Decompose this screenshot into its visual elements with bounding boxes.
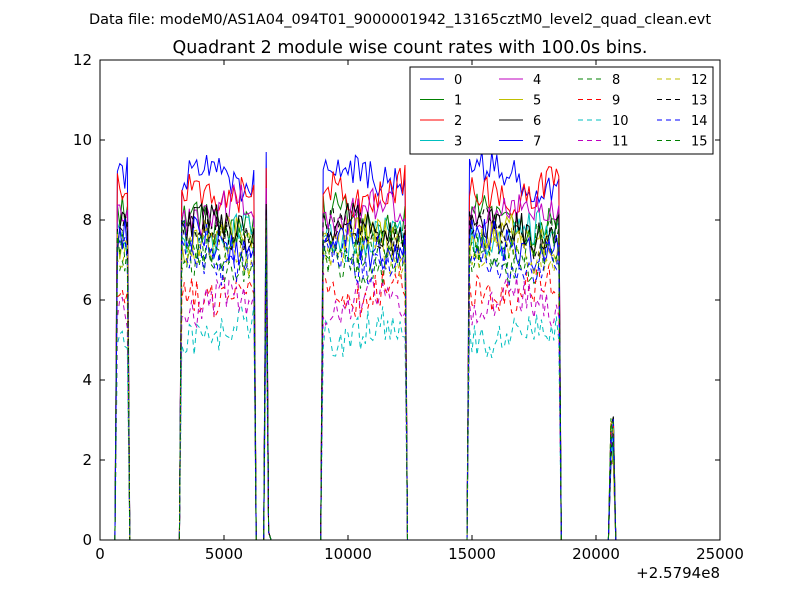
suptitle: Data file: modeM0/AS1A04_094T01_90000019… (89, 12, 711, 28)
series-line-15 (114, 217, 617, 541)
legend-label: 7 (533, 135, 541, 150)
series-line-2 (114, 164, 617, 541)
series-line-9 (114, 264, 617, 541)
legend-label: 1 (454, 94, 462, 109)
series-line-11 (114, 276, 617, 541)
y-tick-label: 4 (82, 371, 92, 389)
y-tick-label: 0 (82, 531, 92, 549)
series-line-12 (114, 224, 617, 541)
legend-label: 12 (691, 73, 708, 88)
y-tick-label: 12 (73, 51, 92, 69)
x-tick-label: 0 (95, 545, 105, 563)
x-tick-label: 5000 (205, 545, 243, 563)
x-tick-label: 20000 (572, 545, 620, 563)
legend-label: 3 (454, 135, 462, 150)
legend-label: 15 (691, 135, 708, 150)
y-tick-label: 6 (82, 291, 92, 309)
legend-label: 5 (533, 94, 541, 109)
legend-label: 14 (691, 114, 708, 129)
legend-label: 4 (533, 73, 541, 88)
series-line-8 (114, 238, 617, 541)
chart-title: Quadrant 2 module wise count rates with … (173, 38, 648, 58)
legend-label: 9 (612, 94, 620, 109)
x-tick-label: 10000 (324, 545, 372, 563)
y-tick-label: 8 (82, 211, 92, 229)
legend-label: 8 (612, 73, 620, 88)
legend-label: 11 (612, 135, 629, 150)
series-line-10 (114, 304, 617, 541)
series-line-5 (114, 212, 617, 541)
legend-label: 0 (454, 73, 462, 88)
series-line-3 (114, 207, 617, 541)
y-tick-label: 2 (82, 451, 92, 469)
x-offset-label: +2.5794e8 (636, 564, 720, 582)
series-layer (114, 150, 617, 541)
series-line-6 (114, 202, 617, 541)
series-line-14 (114, 235, 617, 541)
x-tick-label: 15000 (448, 545, 496, 563)
x-tick-label: 25000 (696, 545, 744, 563)
legend-label: 10 (612, 114, 629, 129)
series-line-4 (114, 183, 617, 541)
y-tick-label: 10 (73, 131, 92, 149)
legend-label: 2 (454, 114, 462, 129)
legend-label: 6 (533, 114, 541, 129)
legend-box (409, 66, 714, 155)
legend-label: 13 (691, 94, 708, 109)
series-line-0 (114, 150, 617, 541)
